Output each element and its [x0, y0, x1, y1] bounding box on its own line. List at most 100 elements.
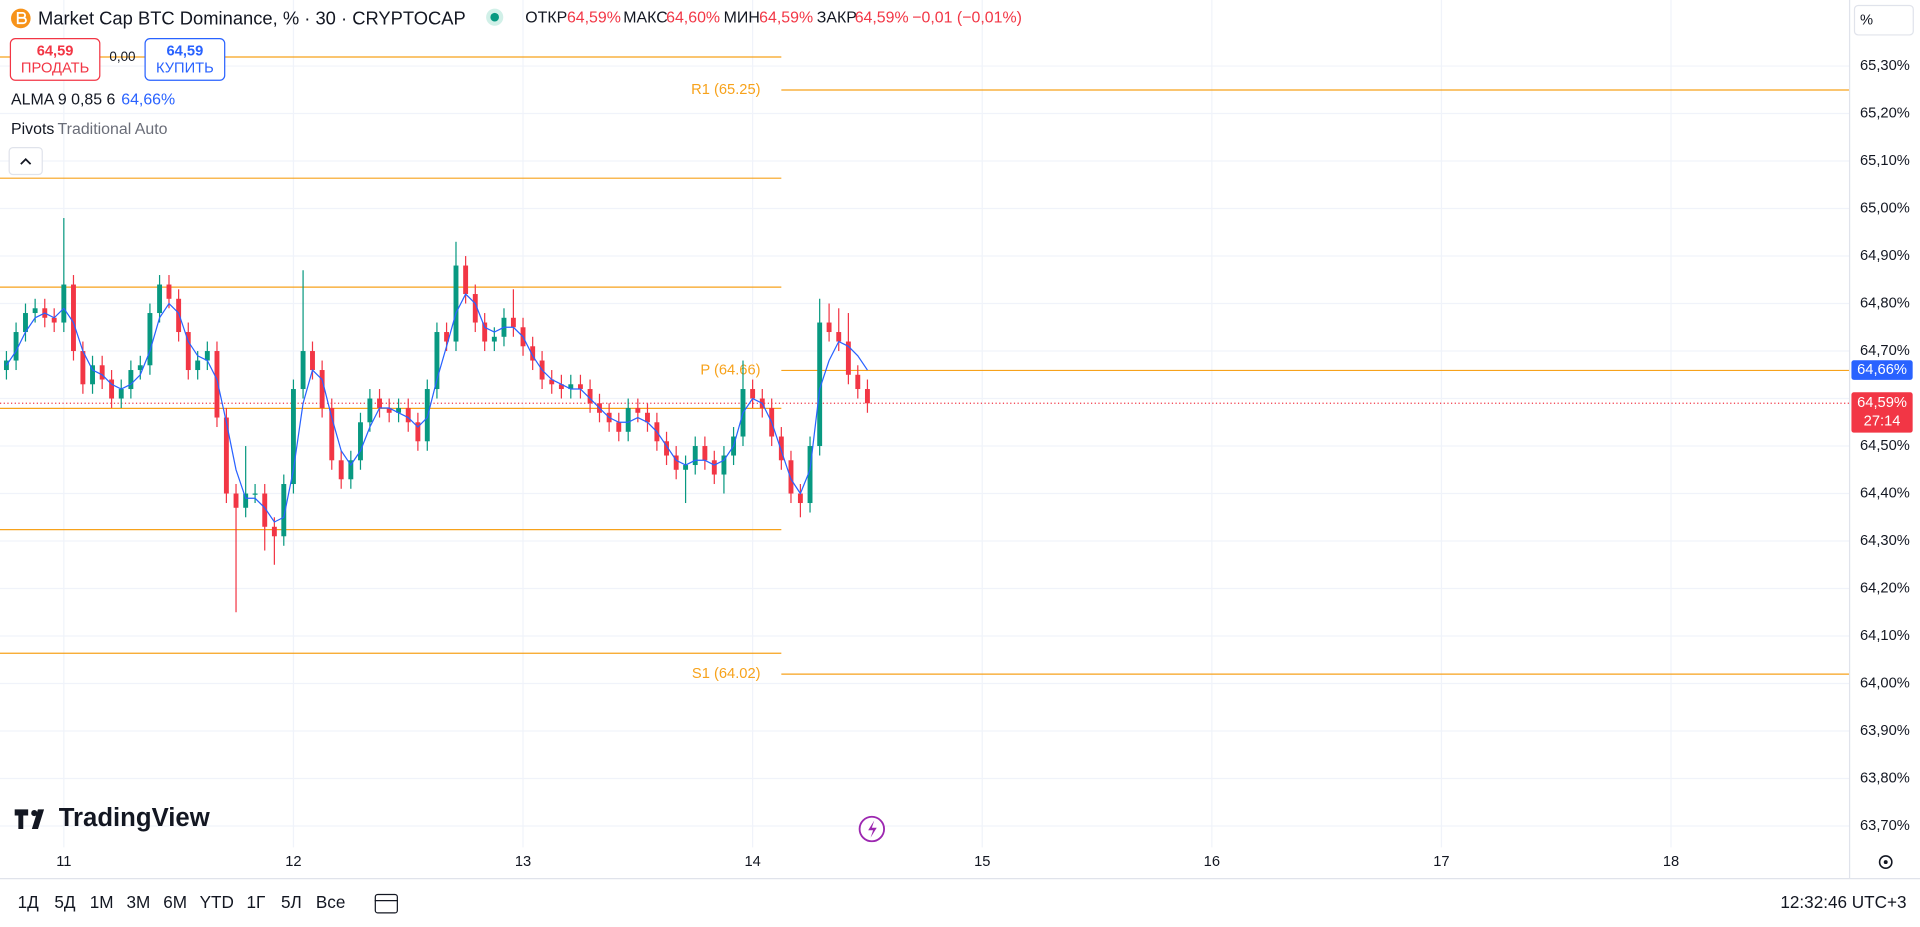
candle-body: [568, 384, 574, 390]
candle-body: [616, 422, 622, 432]
candle-body: [673, 455, 679, 470]
y-tick-label: 64,80%: [1860, 295, 1910, 311]
candle-body: [683, 465, 689, 470]
calendar-icon[interactable]: [374, 893, 398, 914]
candle-body: [147, 313, 153, 366]
candle-body: [195, 360, 201, 371]
range-button[interactable]: 1Г: [247, 892, 266, 912]
clock[interactable]: 12:32:46 UTC+3: [1780, 892, 1906, 912]
status-dot: [490, 12, 499, 22]
y-tick-label: 64,50%: [1860, 438, 1910, 454]
candle-body: [377, 398, 382, 409]
candle-body: [223, 417, 229, 494]
candle-body: [367, 398, 373, 423]
tradingview-logo: TradingView: [14, 804, 211, 832]
range-button[interactable]: 3М: [126, 892, 150, 912]
y-tick-label: 63,80%: [1860, 770, 1910, 786]
range-button[interactable]: 6М: [163, 892, 187, 912]
candle-body: [176, 298, 182, 333]
candle-body: [444, 332, 450, 342]
candle-body: [118, 389, 124, 399]
candle-body: [157, 284, 163, 314]
candle-body: [32, 308, 38, 314]
range-button[interactable]: YTD: [200, 892, 234, 912]
candle-body: [310, 351, 315, 371]
chevron-icon: [20, 158, 32, 165]
candle-body: [271, 526, 277, 537]
candle-body: [664, 441, 669, 456]
buy-button[interactable]: [144, 37, 226, 81]
ohlc-label: МАКС: [623, 10, 667, 27]
range-button[interactable]: 1М: [90, 892, 114, 912]
price-tag-label: 64,59%: [1857, 395, 1907, 411]
logo-mark: [14, 809, 29, 830]
candle-body: [61, 284, 67, 323]
candle-body: [166, 284, 172, 299]
candle-body: [530, 346, 536, 361]
candle-body: [845, 341, 851, 375]
ohlc-change: −0,01 (−0,01%): [912, 10, 1022, 27]
range-button[interactable]: Все: [316, 892, 346, 912]
candle-body: [262, 493, 268, 527]
x-tick-label: 16: [1204, 854, 1220, 870]
candle-body: [587, 389, 593, 404]
ohlc-value: 64,59%: [759, 10, 813, 27]
ohlc-label: ЗАКР: [817, 10, 857, 27]
coin-glyph: [16, 11, 27, 25]
settings-hub: [1883, 860, 1888, 865]
candle-body: [243, 493, 249, 508]
sell-price: 64,59: [37, 43, 74, 59]
candle-body: [80, 351, 86, 385]
calendar-frame: [374, 893, 398, 914]
x-tick-label: 17: [1433, 854, 1449, 870]
collapse-button[interactable]: [8, 146, 43, 176]
candle-body: [645, 412, 650, 423]
pivots-name[interactable]: Pivots: [11, 121, 54, 138]
range-button[interactable]: 1Д: [18, 892, 40, 912]
logo-dot: [31, 810, 38, 817]
ohlc-value: 64,60%: [666, 10, 720, 27]
logo-text: TradingView: [59, 804, 211, 832]
candle-body: [233, 493, 239, 508]
x-tick-label: 14: [744, 854, 760, 870]
y-tick-label: 64,40%: [1860, 485, 1910, 501]
scale-unit: %: [1860, 13, 1873, 29]
candle-body: [482, 322, 488, 342]
y-tick-label: 65,30%: [1860, 58, 1910, 74]
pivots-settings: Traditional Auto: [58, 121, 168, 138]
pivot-layer: R1 (65.25) P (64.66) S1 (64.02): [0, 56, 1849, 682]
candle-body: [797, 493, 803, 504]
range-button[interactable]: 5Л: [281, 892, 302, 912]
candle-body: [625, 408, 631, 432]
settings-icon[interactable]: [1878, 855, 1893, 869]
candle-body: [185, 332, 191, 371]
candle-body: [472, 294, 478, 323]
candle-body: [778, 436, 784, 461]
y-tick-label: 64,30%: [1860, 533, 1910, 549]
candle-body: [463, 265, 469, 295]
candle-body: [702, 446, 708, 461]
candle-body: [807, 446, 813, 504]
candle-body: [338, 460, 344, 480]
candle-body: [826, 322, 832, 333]
candle-body: [721, 455, 727, 475]
alma-name[interactable]: ALMA 9 0,85 6: [11, 92, 115, 109]
sell-label: ПРОДАТЬ: [21, 60, 89, 76]
y-tick-label: 63,70%: [1860, 818, 1910, 834]
price-tag: [1851, 360, 1913, 380]
pivot-label: S1 (64.02): [692, 666, 761, 682]
range-buttons: 1Д 5Д 1М 3М 6М YTD 1Г 5Л Все: [18, 892, 346, 912]
range-button[interactable]: 5Д: [54, 892, 76, 912]
ohlc-label: ОТКР: [525, 10, 567, 27]
candle-body: [128, 370, 134, 390]
candle-body: [434, 332, 440, 390]
y-tick-label: 65,20%: [1860, 105, 1910, 121]
candle-body: [405, 408, 411, 423]
scale-unit-box[interactable]: [1853, 4, 1914, 36]
sell-button[interactable]: [9, 37, 101, 81]
symbol-title[interactable]: Market Cap BTC Dominance, % · 30 · CRYPT…: [38, 7, 466, 28]
candle-body: [358, 422, 363, 461]
candle-body: [137, 365, 143, 371]
